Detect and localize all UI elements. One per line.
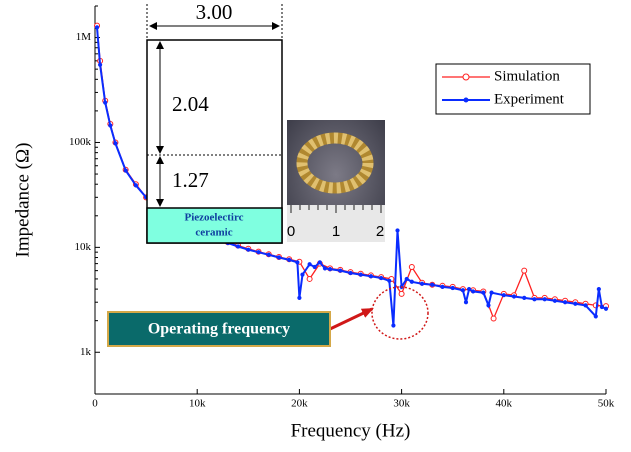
x-tick-label: 0 [92,398,98,410]
width-label: 3.00 [196,0,233,24]
data-point [297,295,302,300]
data-point [542,297,547,302]
data-point [490,315,497,322]
data-point [501,293,506,298]
data-point [398,290,405,297]
x-tick-label: 30k [393,398,410,410]
data-point [235,244,241,249]
data-point [395,228,400,233]
data-point [348,270,353,276]
data-point [256,250,261,255]
data-point [460,288,466,293]
data-point [408,263,415,270]
ruler-label: 0 [287,223,295,240]
data-point [463,300,469,305]
data-point [471,289,476,294]
data-point [123,168,128,173]
data-point [522,295,527,300]
data-point [379,275,384,281]
data-point [295,260,300,265]
data-point [387,278,392,283]
legend-frame [435,63,591,115]
legend-marker [463,97,469,103]
material-label: Piezoelectirc [184,212,243,224]
x-tick-label: 20k [291,398,308,410]
y-tick-label: 1k [80,346,92,358]
data-point [593,314,598,319]
data-point [391,323,396,328]
legend-label: Simulation [494,68,560,84]
ceramic-layer [146,207,283,244]
data-point [532,297,537,302]
data-point [276,255,282,260]
sample-photo: 0 1 2 [287,120,385,242]
annotation-box [107,311,331,347]
y-tick-label: 10k [75,241,92,253]
ring-teeth [296,132,374,194]
data-point [108,123,113,128]
y-tick-label: 100k [69,136,92,148]
data-point [511,294,517,299]
data-point [103,100,108,105]
data-point [287,257,292,262]
annotation-text: Operating frequency [148,321,290,338]
legend-label: Experiment [494,91,565,107]
data-point [489,290,494,295]
y-axis-label: Impedance (Ω) [12,143,33,258]
data-point [98,62,103,67]
ruler-label: 1 [332,223,340,240]
data-point [481,290,486,295]
data-point [596,287,601,292]
data-point [599,304,605,310]
data-point [573,301,578,306]
data-point [327,267,333,272]
legend: Simulation Experiment [435,63,591,115]
data-point [266,252,271,257]
data-point [322,266,328,271]
data-point [312,264,317,270]
data-point [94,25,100,30]
data-point [450,285,455,291]
data-point [307,262,312,267]
data-point [300,272,305,277]
x-tick-label: 10k [189,398,206,410]
data-point [246,247,251,252]
y-tick-label: 1M [76,31,92,43]
inset-diagram: 3.00 2.04 1.27 Piezoelectirc ceramic [146,0,283,244]
x-tick-label: 40k [496,398,513,410]
x-axis-label: Frequency (Hz) [291,420,411,441]
material-label: ceramic [195,227,232,239]
overlays: 3.00 2.04 1.27 Piezoelectirc ceramic 0 1… [107,0,591,347]
upper-height-label: 2.04 [172,92,209,116]
data-point [338,268,343,273]
data-point [603,306,609,311]
ruler-ticks [290,205,382,213]
data-point [133,183,138,188]
data-point [358,272,363,277]
data-point [113,141,118,146]
data-point [521,267,528,274]
data-point [466,287,472,292]
data-point [368,274,374,279]
data-point [306,275,313,282]
data-point [583,303,588,308]
ruler-label: 2 [376,223,384,240]
x-tick-label: 50k [598,398,615,410]
legend-marker [462,73,470,81]
lower-height-label: 1.27 [172,168,209,192]
data-point [317,260,322,265]
data-point [486,303,491,308]
data-point [563,300,568,305]
data-point [552,298,558,303]
annotation-arrow [329,307,374,331]
data-point [419,281,425,286]
data-point [440,284,445,289]
data-point [430,282,435,287]
data-point [409,279,414,284]
data-point [404,276,409,282]
